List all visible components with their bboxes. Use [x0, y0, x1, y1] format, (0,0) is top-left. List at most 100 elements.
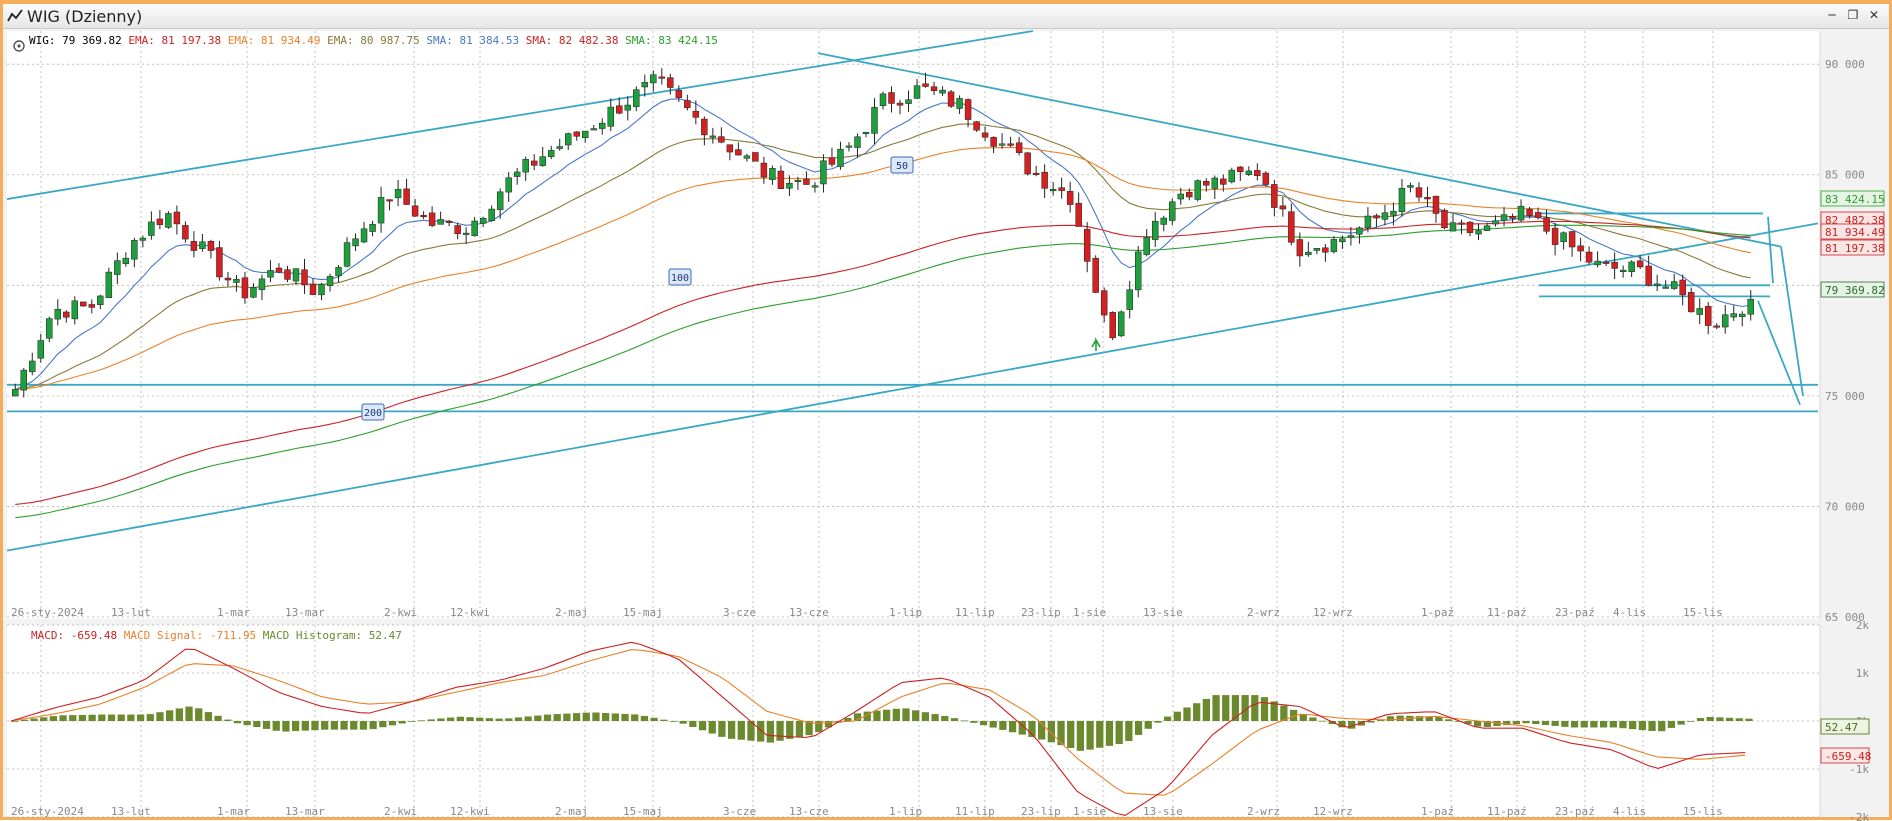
trendline — [1767, 216, 1774, 284]
macd-hist-bar — [921, 712, 930, 721]
date-tick-label: 15-lis — [1683, 606, 1723, 619]
candle-body — [326, 276, 334, 287]
macd-value-tag — [1820, 747, 1870, 764]
macd-hist-bar — [1522, 721, 1530, 724]
macd-hist-bar — [853, 713, 862, 721]
macd-hist-bar — [689, 721, 697, 727]
candle-body — [1228, 169, 1236, 183]
macd-hist-bar — [650, 717, 658, 721]
candle-body — [599, 122, 606, 129]
macd-hist-bar — [1725, 717, 1734, 721]
candle-body — [726, 144, 734, 153]
candle-body — [1483, 225, 1491, 231]
close-icon[interactable]: ✕ — [1868, 8, 1880, 22]
candle-body — [1322, 247, 1329, 253]
date-tick-label: 3-cze — [723, 606, 756, 619]
ema-line — [15, 147, 1751, 390]
date-tick-label: 2-kwi — [384, 606, 417, 619]
legend-value: 79 369.82 — [56, 34, 122, 47]
macd-hist-bar — [679, 721, 687, 724]
candle-body — [148, 221, 155, 236]
macd-line — [10, 641, 1746, 816]
macd-hist-bar — [1541, 721, 1550, 725]
candle-body — [377, 197, 385, 224]
macd-hist-bar — [1231, 695, 1240, 721]
macd-legend-text: MACD: -659.48 MACD Signal: -711.95 MACD … — [31, 629, 402, 642]
date-tick-label: 15-maj — [623, 606, 663, 619]
macd-hist-bar — [1415, 716, 1424, 721]
candle-body — [1117, 311, 1125, 337]
legend-label: MACD Signal: — [117, 629, 203, 642]
macd-hist-bar — [1599, 721, 1608, 728]
legend-value: 82 482.38 — [552, 34, 618, 47]
candle-body — [1143, 236, 1150, 255]
trendline — [1757, 300, 1801, 406]
candle-body — [862, 131, 870, 135]
macd-hist-bar — [563, 713, 571, 721]
macd-hist-bar — [1648, 721, 1656, 732]
candle-body — [1041, 171, 1048, 189]
candle-body — [565, 133, 572, 146]
macd-hist-bar — [78, 714, 87, 721]
date-tick-label: 15-lis — [1683, 805, 1723, 818]
candle-body — [1203, 181, 1210, 186]
macd-hist-bar — [1590, 721, 1598, 728]
date-tick-label: 1-mar — [217, 606, 250, 619]
macd-hist-bar — [1173, 711, 1181, 721]
restore-icon[interactable]: ❐ — [1847, 8, 1859, 22]
candle-body — [1551, 227, 1559, 245]
candle-body — [1220, 178, 1227, 185]
date-tick-label: 13-mar — [285, 805, 325, 818]
macd-hist-bar — [485, 718, 494, 721]
candle-body — [1356, 227, 1363, 235]
macd-hist-bar — [175, 708, 183, 721]
candle-body — [1602, 261, 1610, 264]
date-tick-label: 1-paź — [1421, 606, 1454, 619]
price-legend-text: WIG: 79 369.82 EMA: 81 197.38 EMA: 81 93… — [29, 34, 718, 47]
candle-body — [454, 225, 461, 235]
candle-body — [879, 93, 887, 106]
macd-hist-bar — [1222, 695, 1230, 721]
candle-body — [1441, 210, 1448, 229]
candle-body — [105, 271, 113, 299]
candle-body — [1194, 180, 1201, 200]
macd-hist-bar — [621, 713, 629, 721]
price-axis-tick: 65 000 — [1825, 611, 1865, 624]
settings-icon[interactable] — [13, 40, 25, 52]
macd-hist-bar — [1202, 698, 1210, 721]
candle-body — [522, 159, 529, 173]
macd-hist-bar — [398, 721, 406, 724]
macd-signal-line — [10, 649, 1746, 796]
macd-hist-bar — [999, 721, 1007, 730]
macd-hist-bar — [979, 721, 988, 726]
candle-body — [930, 86, 938, 92]
macd-hist-bar — [146, 714, 154, 721]
candle-body — [1424, 197, 1431, 200]
macd-hist-bar — [708, 721, 716, 734]
candle-body — [37, 340, 45, 359]
candle-body — [956, 98, 963, 109]
macd-hist-bar — [1745, 718, 1753, 721]
macd-hist-bar — [291, 721, 300, 732]
candle-body — [394, 189, 402, 199]
macd-axis-tick: -2k — [1849, 811, 1869, 821]
macd-hist-bar — [1386, 716, 1395, 721]
candle-body — [1449, 222, 1457, 232]
legend-label: EMA: — [320, 34, 353, 47]
macd-hist-bar — [1435, 716, 1443, 721]
price-axis-tick: 70 000 — [1825, 500, 1865, 513]
macd-hist-bar — [1687, 721, 1695, 722]
candle-body — [769, 168, 776, 180]
date-tick-label: 1-paź — [1421, 805, 1454, 818]
candle-body — [1160, 217, 1167, 225]
candle-body — [1670, 281, 1678, 289]
chart-line-icon — [7, 9, 23, 22]
macd-hist-bar — [321, 721, 329, 730]
candle-body — [607, 106, 614, 127]
minimize-icon[interactable]: ─ — [1828, 8, 1836, 22]
macd-hist-bar — [495, 718, 503, 721]
macd-hist-bar — [1474, 721, 1482, 727]
macd-hist-bar — [592, 712, 600, 721]
